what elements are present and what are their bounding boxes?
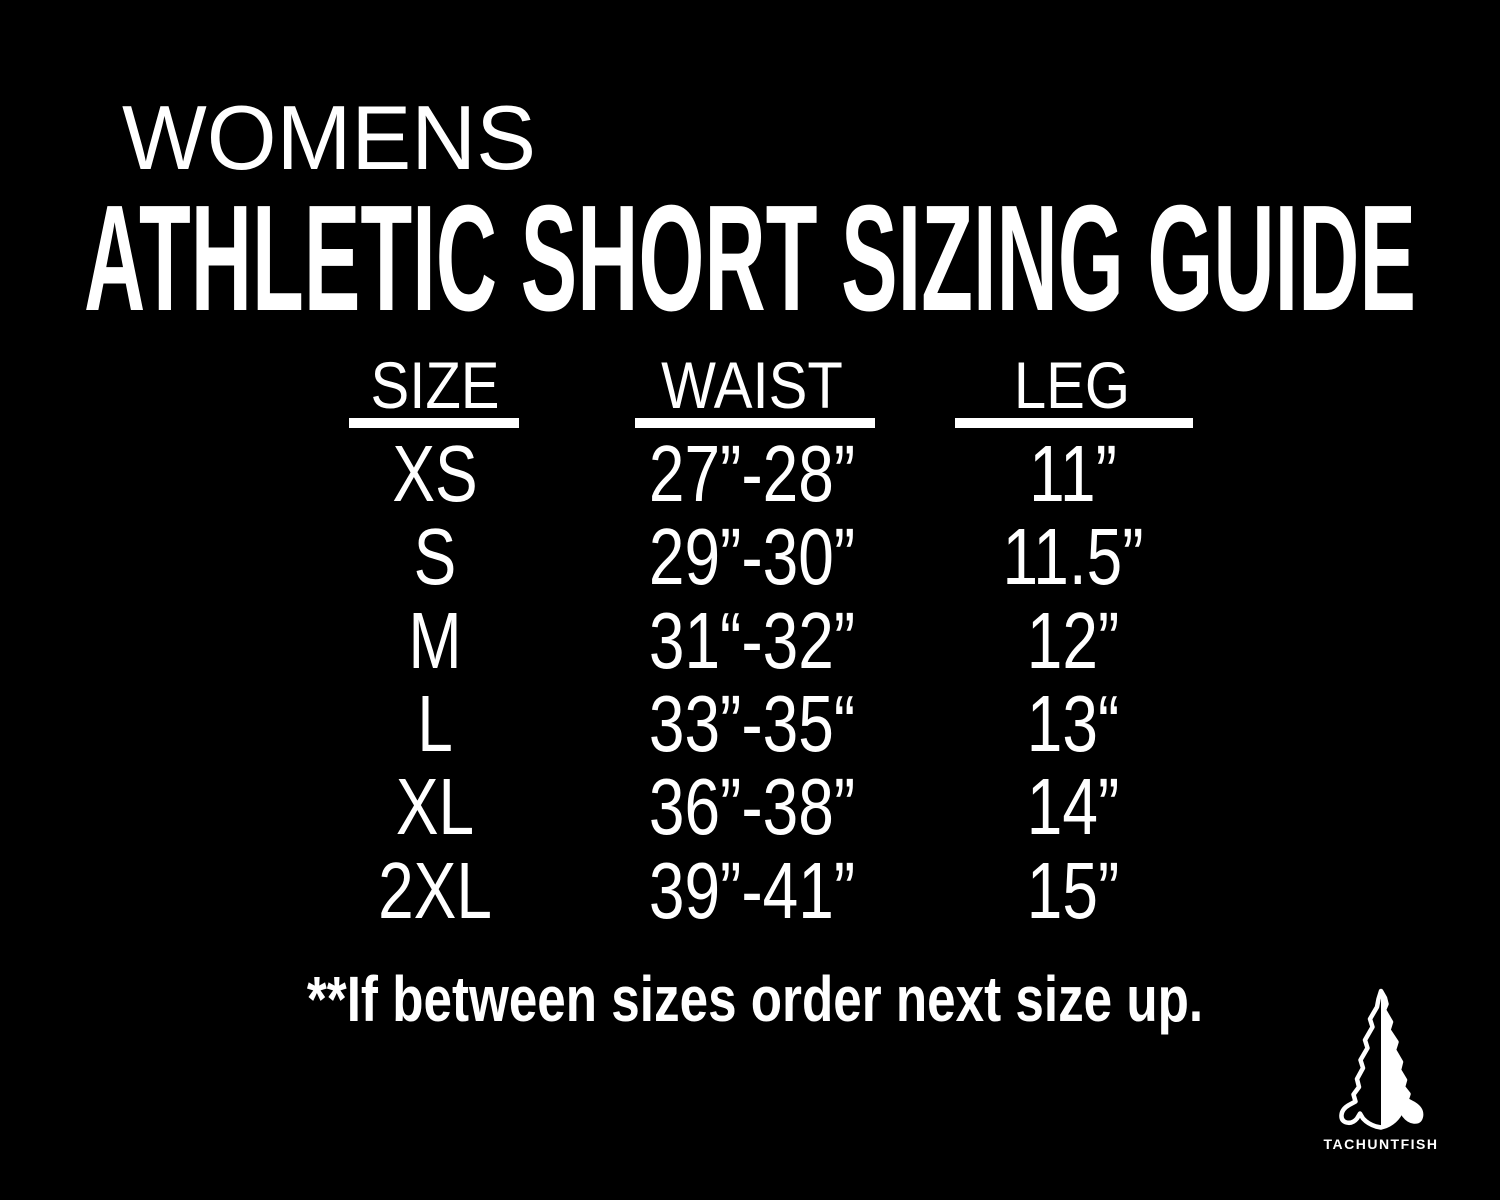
table-row: 2XL 39”-41” 15” [0,849,1500,932]
column-header-waist: WAIST [661,348,843,422]
brand-name: TACHUNTFISH [1323,1136,1439,1152]
eyebrow-text: WOMENS [122,100,536,189]
page-title: ATHLETIC SHORT SIZING GUIDE [84,198,1416,320]
eyebrow-heading: WOMENS [122,100,536,189]
leg-cell: 14” [1026,762,1120,851]
waist-cell: 27”-28” [648,429,856,518]
column-header-leg: LEG [1013,348,1131,422]
waist-cell: 36”-38” [648,762,856,851]
size-cell: M [408,596,462,685]
sizing-note: **If between sizes order next size up. [306,963,1204,1035]
table-row: M 31“-32” 12” [0,599,1500,682]
size-cell: L [417,679,453,768]
leg-header-underline [955,418,1193,428]
brand-logo: TACHUNTFISH [1306,988,1456,1152]
arrowhead-icon [1339,988,1424,1130]
leg-cell: 13“ [1026,679,1120,768]
waist-header-underline [635,418,875,428]
size-cell: 2XL [378,846,492,935]
table-row: XS 27”-28” 11” [0,432,1500,515]
leg-cell: 11” [1029,429,1117,518]
leg-cell: 11.5” [1002,512,1144,601]
table-row: L 33”-35“ 13“ [0,682,1500,765]
size-header-underline [349,418,519,428]
leg-cell: 12” [1026,596,1120,685]
waist-cell: 39”-41” [648,846,856,935]
size-cell: XS [392,429,478,518]
waist-cell: 31“-32” [648,596,856,685]
column-header-size: SIZE [370,348,500,422]
waist-cell: 33”-35“ [648,679,856,768]
size-cell: S [413,512,457,601]
page-title-text: ATHLETIC SHORT SIZING GUIDE [84,198,1416,320]
table-row: XL 36”-38” 14” [0,765,1500,848]
leg-cell: 15” [1026,846,1120,935]
size-cell: XL [395,762,475,851]
table-row: S 29”-30” 11.5” [0,515,1500,598]
waist-cell: 29”-30” [648,512,856,601]
